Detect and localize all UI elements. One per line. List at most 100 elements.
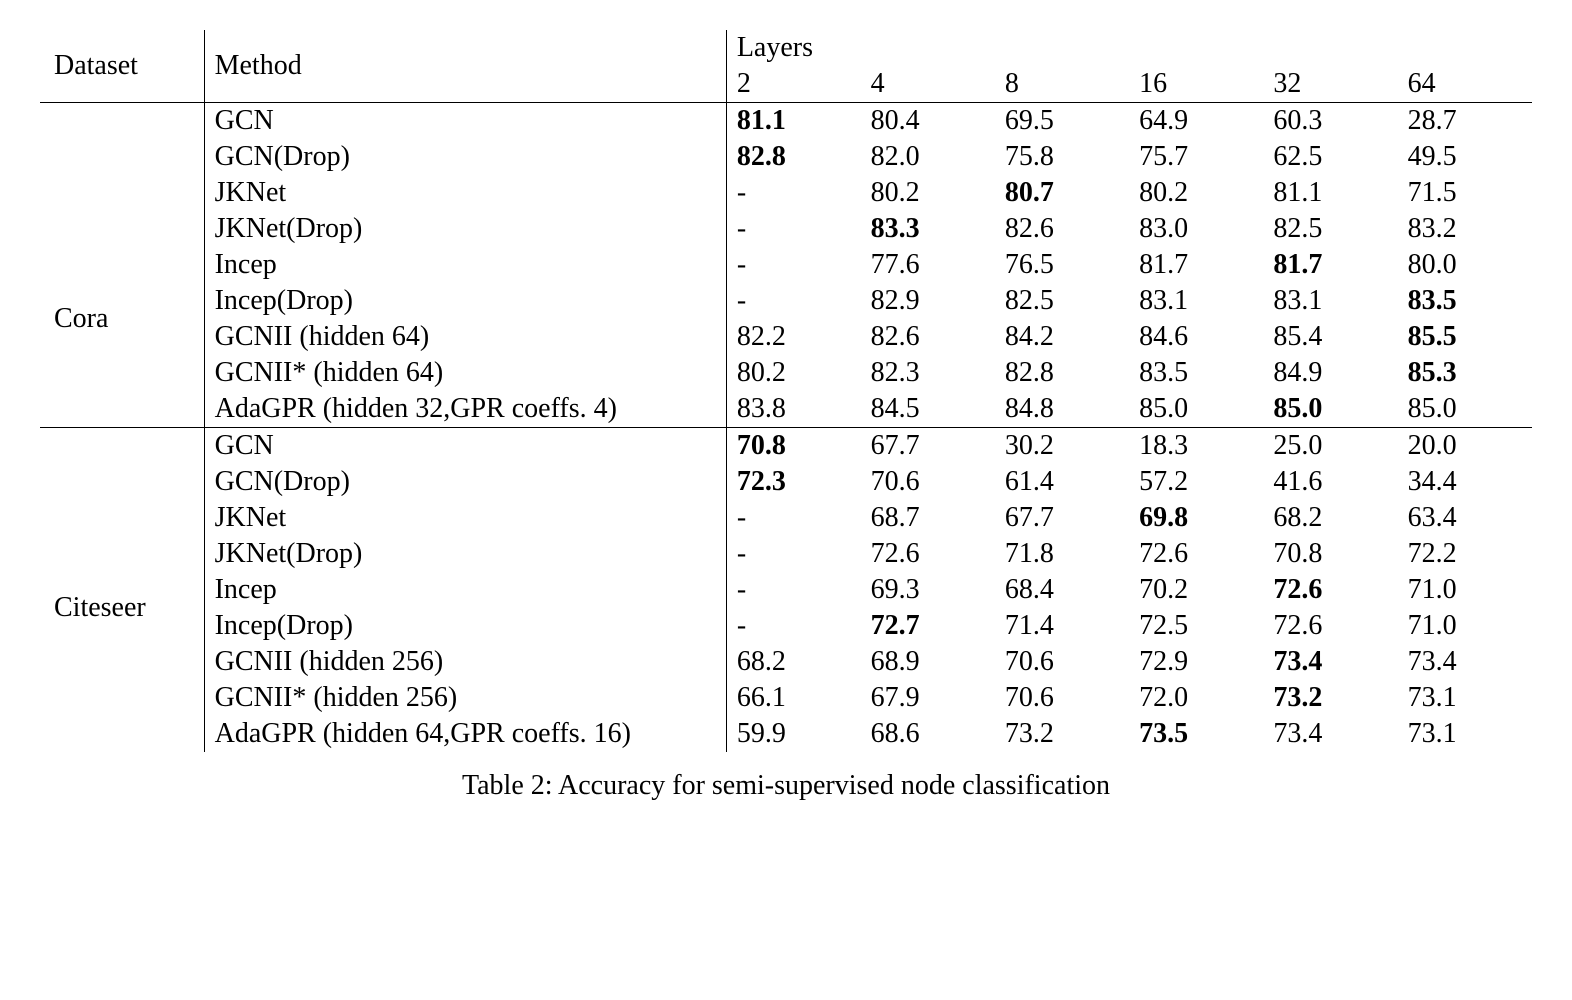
value-cell: 83.2 (1398, 211, 1532, 247)
value-cell: 64.9 (1129, 103, 1263, 140)
table-caption: Table 2: Accuracy for semi-supervised no… (40, 770, 1532, 802)
value-cell: 77.6 (861, 247, 995, 283)
value-cell: 82.2 (726, 319, 860, 355)
method-cell: GCNII (hidden 64) (204, 319, 726, 355)
col-layer-64: 64 (1398, 66, 1532, 103)
value-cell: 69.8 (1129, 500, 1263, 536)
table-row: GCNII* (hidden 256)66.167.970.672.073.27… (40, 680, 1532, 716)
value-cell: 72.6 (1263, 608, 1397, 644)
value-cell: 68.2 (726, 644, 860, 680)
table-row: JKNet-68.767.769.868.263.4 (40, 500, 1532, 536)
value-cell: 81.7 (1129, 247, 1263, 283)
table-header: Dataset Method Layers 248163264 (40, 30, 1532, 103)
method-cell: AdaGPR (hidden 64,GPR coeffs. 16) (204, 716, 726, 752)
dataset-spacer (40, 103, 204, 212)
value-cell: 67.7 (995, 500, 1129, 536)
value-cell: 70.8 (1263, 536, 1397, 572)
value-cell: 82.8 (995, 355, 1129, 391)
table-body: GCN81.180.469.564.960.328.7GCN(Drop)82.8… (40, 103, 1532, 753)
value-cell: 84.6 (1129, 319, 1263, 355)
method-cell: GCNII* (hidden 64) (204, 355, 726, 391)
value-cell: 80.7 (995, 175, 1129, 211)
value-cell: 80.2 (1129, 175, 1263, 211)
value-cell: 84.8 (995, 391, 1129, 428)
table-row: GCNII (hidden 64)82.282.684.284.685.485.… (40, 319, 1532, 355)
value-cell: 84.5 (861, 391, 995, 428)
value-cell: - (726, 247, 860, 283)
value-cell: 82.5 (995, 283, 1129, 319)
table-row: GCN(Drop)82.882.075.875.762.549.5 (40, 139, 1532, 175)
method-cell: JKNet(Drop) (204, 211, 726, 247)
method-cell: Incep(Drop) (204, 283, 726, 319)
value-cell: 68.2 (1263, 500, 1397, 536)
value-cell: 83.8 (726, 391, 860, 428)
value-cell: 30.2 (995, 428, 1129, 465)
value-cell: 25.0 (1263, 428, 1397, 465)
dataset-label: Cora (40, 211, 204, 428)
table-row: Incep-77.676.581.781.780.0 (40, 247, 1532, 283)
method-cell: JKNet(Drop) (204, 536, 726, 572)
table-row: AdaGPR (hidden 64,GPR coeffs. 16)59.968.… (40, 716, 1532, 752)
method-cell: AdaGPR (hidden 32,GPR coeffs. 4) (204, 391, 726, 428)
value-cell: 60.3 (1263, 103, 1397, 140)
value-cell: 85.4 (1263, 319, 1397, 355)
value-cell: 73.1 (1398, 716, 1532, 752)
value-cell: 20.0 (1398, 428, 1532, 465)
value-cell: 71.8 (995, 536, 1129, 572)
value-cell: 81.1 (1263, 175, 1397, 211)
value-cell: 73.4 (1398, 644, 1532, 680)
value-cell: 85.3 (1398, 355, 1532, 391)
value-cell: 41.6 (1263, 464, 1397, 500)
value-cell: 82.8 (726, 139, 860, 175)
value-cell: 83.5 (1129, 355, 1263, 391)
value-cell: 82.6 (861, 319, 995, 355)
method-cell: JKNet (204, 500, 726, 536)
table-row: CiteseerGCN(Drop)72.370.661.457.241.634.… (40, 464, 1532, 500)
value-cell: 73.1 (1398, 680, 1532, 716)
table-row: GCN81.180.469.564.960.328.7 (40, 103, 1532, 140)
value-cell: 66.1 (726, 680, 860, 716)
value-cell: 70.6 (861, 464, 995, 500)
value-cell: 57.2 (1129, 464, 1263, 500)
value-cell: 71.0 (1398, 608, 1532, 644)
value-cell: 85.0 (1398, 391, 1532, 428)
value-cell: 68.6 (861, 716, 995, 752)
value-cell: 68.9 (861, 644, 995, 680)
value-cell: 72.2 (1398, 536, 1532, 572)
col-layer-16: 16 (1129, 66, 1263, 103)
value-cell: 72.0 (1129, 680, 1263, 716)
value-cell: - (726, 536, 860, 572)
value-cell: 82.9 (861, 283, 995, 319)
value-cell: 81.1 (726, 103, 860, 140)
table-row: GCN70.867.730.218.325.020.0 (40, 428, 1532, 465)
col-layer-4: 4 (861, 66, 995, 103)
table-row: JKNet-80.280.780.281.171.5 (40, 175, 1532, 211)
value-cell: 63.4 (1398, 500, 1532, 536)
dataset-spacer (40, 428, 204, 465)
table-row: AdaGPR (hidden 32,GPR coeffs. 4)83.884.5… (40, 391, 1532, 428)
value-cell: 83.1 (1129, 283, 1263, 319)
value-cell: 18.3 (1129, 428, 1263, 465)
table-row: Incep-69.368.470.272.671.0 (40, 572, 1532, 608)
table-row: Incep(Drop)-82.982.583.183.183.5 (40, 283, 1532, 319)
value-cell: 72.7 (861, 608, 995, 644)
value-cell: 73.2 (995, 716, 1129, 752)
method-cell: JKNet (204, 175, 726, 211)
method-cell: GCN(Drop) (204, 139, 726, 175)
col-layer-32: 32 (1263, 66, 1397, 103)
value-cell: 28.7 (1398, 103, 1532, 140)
col-method: Method (204, 30, 726, 103)
method-cell: GCN (204, 103, 726, 140)
table-row: Incep(Drop)-72.771.472.572.671.0 (40, 608, 1532, 644)
value-cell: 85.0 (1263, 391, 1397, 428)
value-cell: 69.5 (995, 103, 1129, 140)
value-cell: 73.4 (1263, 716, 1397, 752)
value-cell: 68.7 (861, 500, 995, 536)
value-cell: - (726, 211, 860, 247)
table-row: CoraJKNet(Drop)-83.382.683.082.583.2 (40, 211, 1532, 247)
method-cell: GCN(Drop) (204, 464, 726, 500)
value-cell: 84.9 (1263, 355, 1397, 391)
value-cell: 49.5 (1398, 139, 1532, 175)
value-cell: - (726, 175, 860, 211)
value-cell: 70.2 (1129, 572, 1263, 608)
